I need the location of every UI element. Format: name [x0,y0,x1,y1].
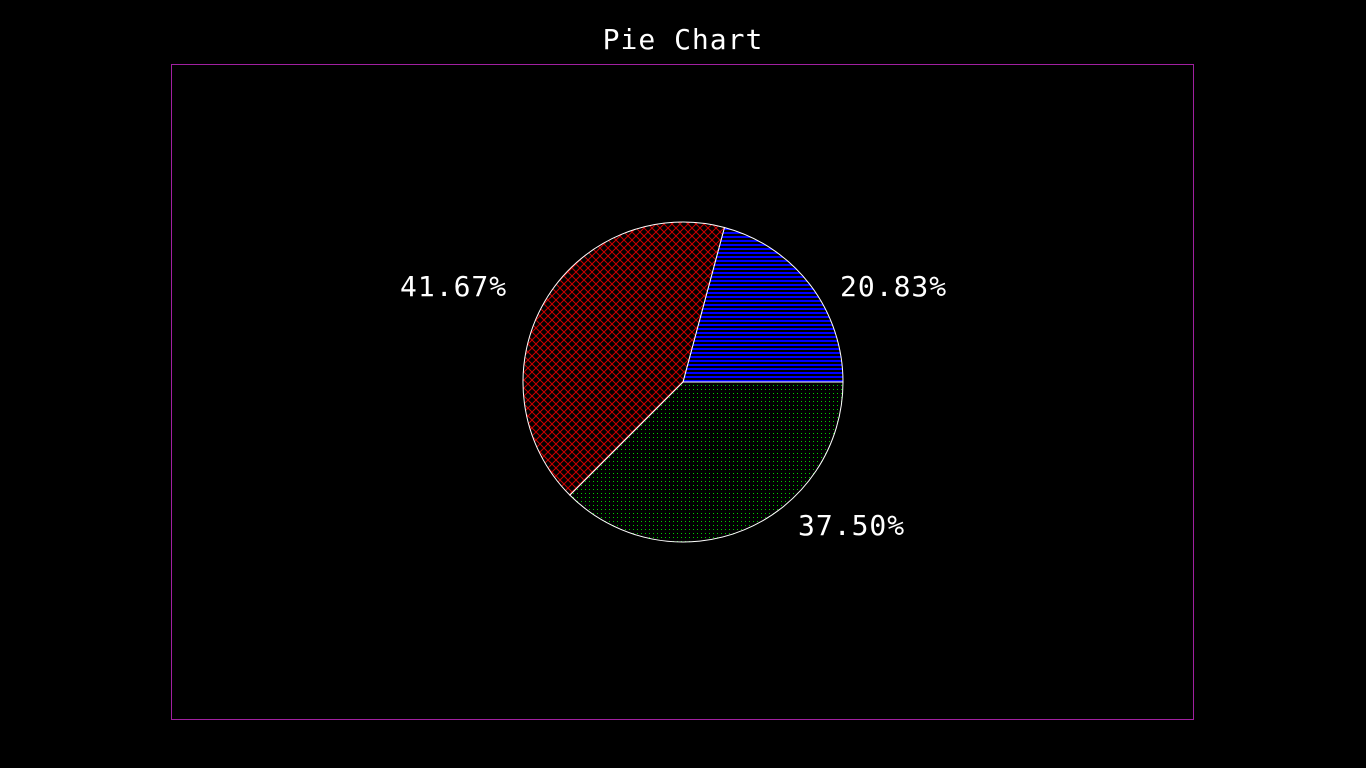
plot-frame [171,64,1194,720]
pie-slice-red [522,221,726,496]
slice-label-green: 37.50% [798,509,906,542]
slice-label-blue: 20.83% [840,270,948,303]
pie-slice-blue [682,226,844,383]
slice-label-red: 41.67% [400,270,508,303]
pie-slice-green [569,381,844,543]
chart-title: Pie Chart [602,23,764,56]
